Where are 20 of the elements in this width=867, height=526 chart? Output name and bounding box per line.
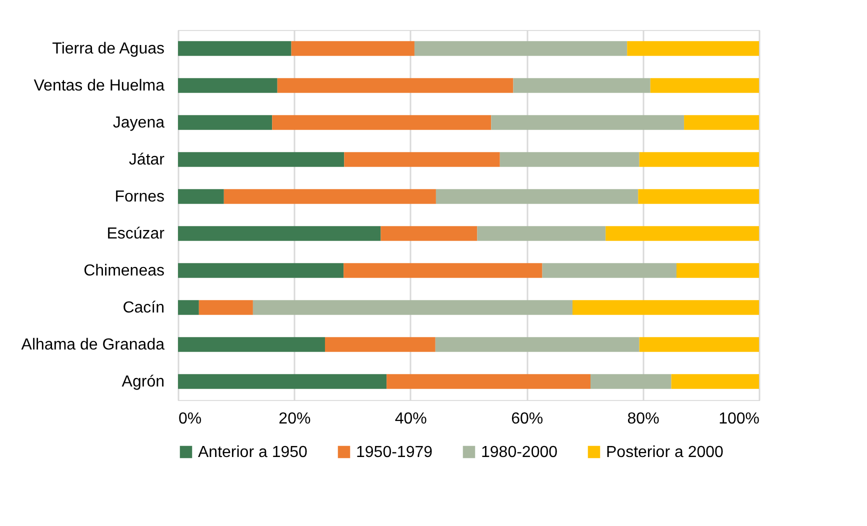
y-tick-label: Játar <box>128 152 166 168</box>
y-tick-label: Cacín <box>122 300 164 316</box>
y-tick-label: Fornes <box>114 188 164 206</box>
legend-label: Anterior a 1950 <box>198 444 308 461</box>
legend-label: 1950-1979 <box>356 444 433 461</box>
y-tick-label: Tierra de Aguas <box>52 40 164 58</box>
y-tick-label: Jayena <box>112 114 165 132</box>
y-tick-label: Escúzar <box>106 226 166 242</box>
y-tick-label: Alhama de Granada <box>21 336 165 354</box>
y-tick-label: Ventas de Huelma <box>34 78 165 94</box>
x-tick-label: 60% <box>511 410 544 428</box>
x-tick-label: 80% <box>627 410 660 428</box>
y-tick-label: Chimeneas <box>84 262 164 280</box>
y-tick-label: Agrón <box>122 374 164 390</box>
legend-label: Posterior a 2000 <box>606 444 724 461</box>
x-tick-label: 100% <box>718 410 760 428</box>
x-tick-label: 0% <box>178 410 202 428</box>
x-tick-label: 40% <box>394 410 427 428</box>
legend-label: 1980-2000 <box>481 444 558 461</box>
x-tick-label: 20% <box>278 410 311 428</box>
